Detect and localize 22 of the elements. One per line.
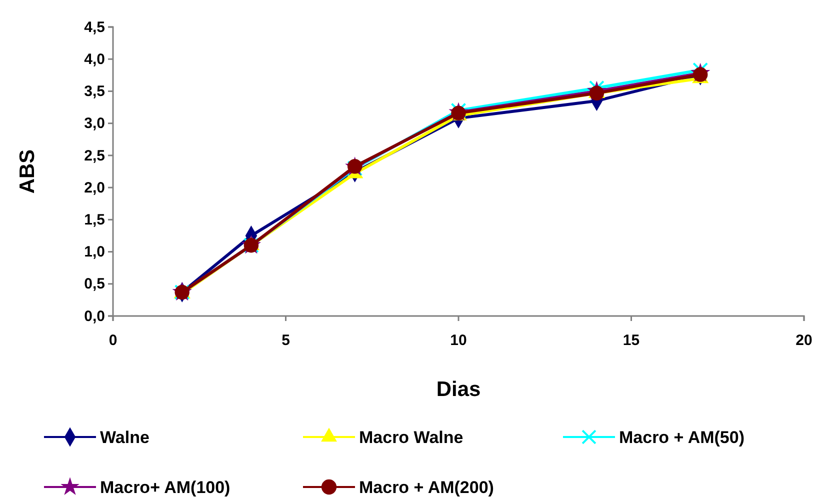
x-tick-label: 10 bbox=[450, 332, 467, 349]
legend-label: Macro Walne bbox=[359, 428, 464, 447]
legend-label: Macro + AM(200) bbox=[359, 478, 494, 497]
y-tick-label: 0,5 bbox=[84, 276, 105, 293]
x-tick-label: 0 bbox=[108, 332, 118, 349]
y-tick-label: 1,5 bbox=[84, 211, 105, 228]
legend-label: Macro + AM(50) bbox=[619, 428, 744, 447]
legend-label: Walne bbox=[100, 428, 150, 447]
y-axis-title: ABS bbox=[16, 149, 39, 194]
legend-label: Macro+ AM(100) bbox=[100, 478, 230, 497]
y-tick-label: 0,0 bbox=[84, 308, 105, 325]
y-tick-label: 1,0 bbox=[84, 244, 105, 261]
y-tick-label: 4,5 bbox=[84, 18, 105, 36]
x-tick-label: 20 bbox=[796, 332, 812, 349]
y-tick-label: 4,0 bbox=[84, 50, 105, 68]
y-tick-label: 3,0 bbox=[84, 115, 105, 132]
x-axis-title: Dias bbox=[436, 378, 481, 401]
y-tick-label: 2,0 bbox=[84, 179, 105, 196]
x-tick-label: 15 bbox=[622, 332, 640, 349]
y-tick-label: 3,5 bbox=[84, 83, 105, 100]
x-tick-label: 5 bbox=[282, 332, 290, 349]
y-tick-label: 2,5 bbox=[84, 147, 105, 164]
